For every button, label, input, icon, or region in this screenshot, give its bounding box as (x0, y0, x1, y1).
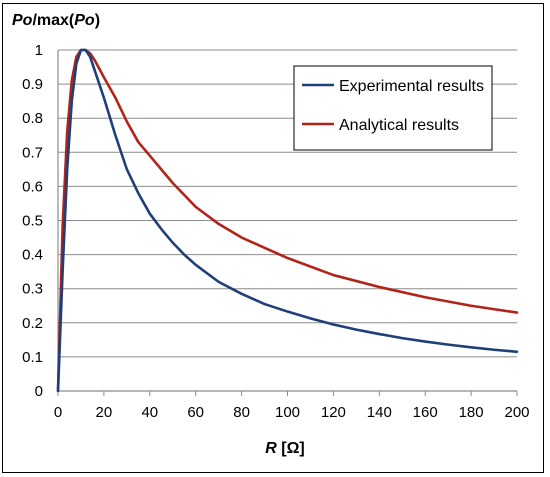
x-tick-label: 40 (141, 404, 158, 421)
chart-frame (2, 3, 544, 473)
y-tick-label: 0.9 (22, 76, 43, 93)
x-tick-label: 120 (321, 404, 346, 421)
y-tick-label: 0.1 (22, 349, 43, 366)
series-line-analytical (56, 48, 519, 393)
y-axis-title-part: ) (95, 12, 100, 29)
x-axis-title: R [Ω] (265, 440, 305, 457)
y-axis-title: Po/max(Po) (12, 12, 100, 29)
x-tick-label: 200 (504, 404, 529, 421)
x-axis-title-part: R (265, 440, 277, 457)
y-axis-title-part: Po (74, 12, 95, 29)
y-tick-label: 0.3 (22, 281, 43, 298)
x-axis-title-part: [Ω] (277, 440, 305, 457)
x-tick-label: 60 (187, 404, 204, 421)
y-tick-label: 0.8 (22, 110, 43, 127)
legend: Experimental results Analytical results (293, 65, 493, 151)
x-tick-label: 180 (459, 404, 484, 421)
y-tick-label: 0.7 (22, 144, 43, 161)
y-tick-label: 0.4 (22, 247, 43, 264)
x-tick-label: 80 (233, 404, 250, 421)
x-tick-label: 140 (367, 404, 392, 421)
y-axis-title-part: Po (12, 12, 33, 29)
y-tick-label: 0 (35, 383, 43, 400)
y-tick-label: 0.5 (22, 213, 43, 230)
x-tick-label: 160 (413, 404, 438, 421)
x-tick-label: 100 (275, 404, 300, 421)
legend-box (293, 65, 493, 151)
y-tick-label: 1 (35, 42, 43, 59)
x-tick-label: 20 (96, 404, 113, 421)
y-axis-title-part: /max( (32, 12, 74, 29)
y-tick-label: 0.6 (22, 178, 43, 195)
x-tick-label: 0 (54, 404, 62, 421)
y-tick-label: 0.2 (22, 315, 43, 332)
legend-label: Analytical results (339, 117, 459, 134)
series-line-experimental (56, 48, 519, 393)
legend-label: Experimental results (339, 78, 484, 95)
